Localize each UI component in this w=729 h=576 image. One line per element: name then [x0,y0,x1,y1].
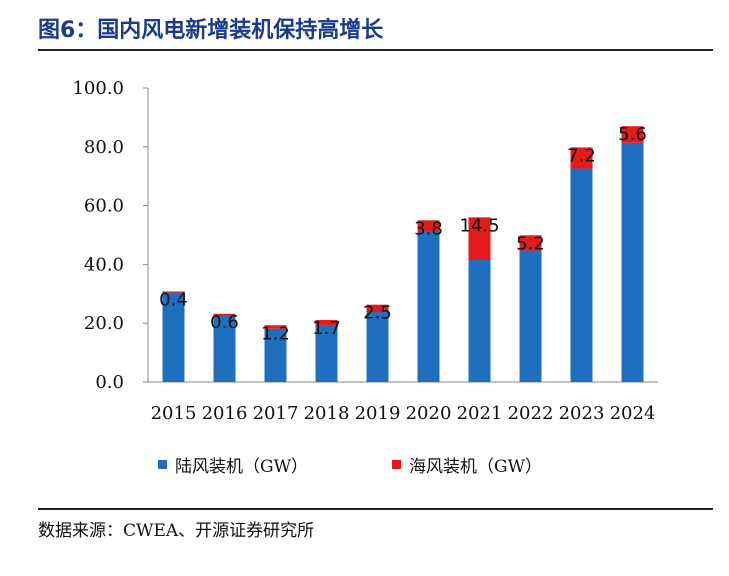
source-rule [38,508,713,510]
data-label-offshore: 1.7 [312,318,341,339]
bar-offshore [315,319,338,325]
data-label-offshore: 0.6 [210,312,239,333]
y-tick-label: 40.0 [84,254,124,275]
x-tick-label: 2018 [304,403,350,424]
bar-onshore [264,328,287,382]
bar-onshore [621,142,644,382]
bar-offshore [519,235,542,251]
x-tick-label: 2022 [508,403,554,424]
x-tick-label: 2015 [151,403,197,424]
bar-offshore [264,325,287,329]
source-note: 数据来源：CWEA、开源证券研究所 [38,521,315,541]
x-tick-label: 2019 [355,403,401,424]
bar-offshore [621,126,644,143]
data-label-offshore: 5.6 [618,124,647,145]
title-rule [38,49,713,51]
legend-item-offshore: 海风装机（GW） [392,452,542,477]
x-tick-label: 2017 [253,403,299,424]
legend-swatch-offshore [392,460,401,469]
bar-onshore [570,168,593,382]
bar-onshore [315,324,338,382]
data-label-offshore: 7.2 [567,145,596,166]
bar-onshore [417,231,440,382]
x-tick-label: 2016 [202,403,248,424]
data-label-offshore: 3.8 [414,218,443,239]
chart-legend: 陆风装机（GW） 海风装机（GW） [0,452,729,477]
bar-offshore [162,291,185,293]
x-tick-label: 2023 [559,403,605,424]
legend-label-offshore: 海风装机（GW） [409,457,543,477]
bar-offshore [213,313,236,316]
bar-offshore [570,147,593,169]
stacked-bar-chart: 0.0 20.0 40.0 60.0 80.0 100.0 0.4 2015 0.6 2016 1.… [72,78,658,424]
y-tick-label: 60.0 [84,196,124,217]
y-tick-label: 80.0 [84,137,124,158]
x-tick-label: 2020 [406,403,452,424]
x-tick-label: 2021 [457,403,503,424]
figure-title: 图6：国内风电新增装机保持高增长 [38,18,384,43]
bar-offshore [366,304,389,313]
y-tick-label: 100.0 [72,78,124,99]
data-label-offshore: 0.4 [159,289,188,310]
bar-offshore [417,220,440,232]
data-label-offshore: 2.5 [363,303,392,324]
data-label-offshore: 1.2 [261,323,290,344]
data-label-offshore: 5.2 [516,233,545,254]
y-tick-label: 20.0 [84,313,124,334]
legend-label-onshore: 陆风装机（GW） [175,457,309,477]
y-tick-label: 0.0 [95,372,124,393]
bar-onshore [162,292,185,382]
legend-item-onshore: 陆风装机（GW） [158,452,308,477]
data-label-offshore: 14.5 [459,215,499,236]
bar-onshore [468,259,491,382]
bar-onshore [366,312,389,382]
bar-onshore [213,315,236,382]
bar-offshore [468,217,491,260]
legend-swatch-onshore [158,460,167,469]
bar-onshore [519,250,542,382]
x-tick-label: 2024 [610,403,656,424]
